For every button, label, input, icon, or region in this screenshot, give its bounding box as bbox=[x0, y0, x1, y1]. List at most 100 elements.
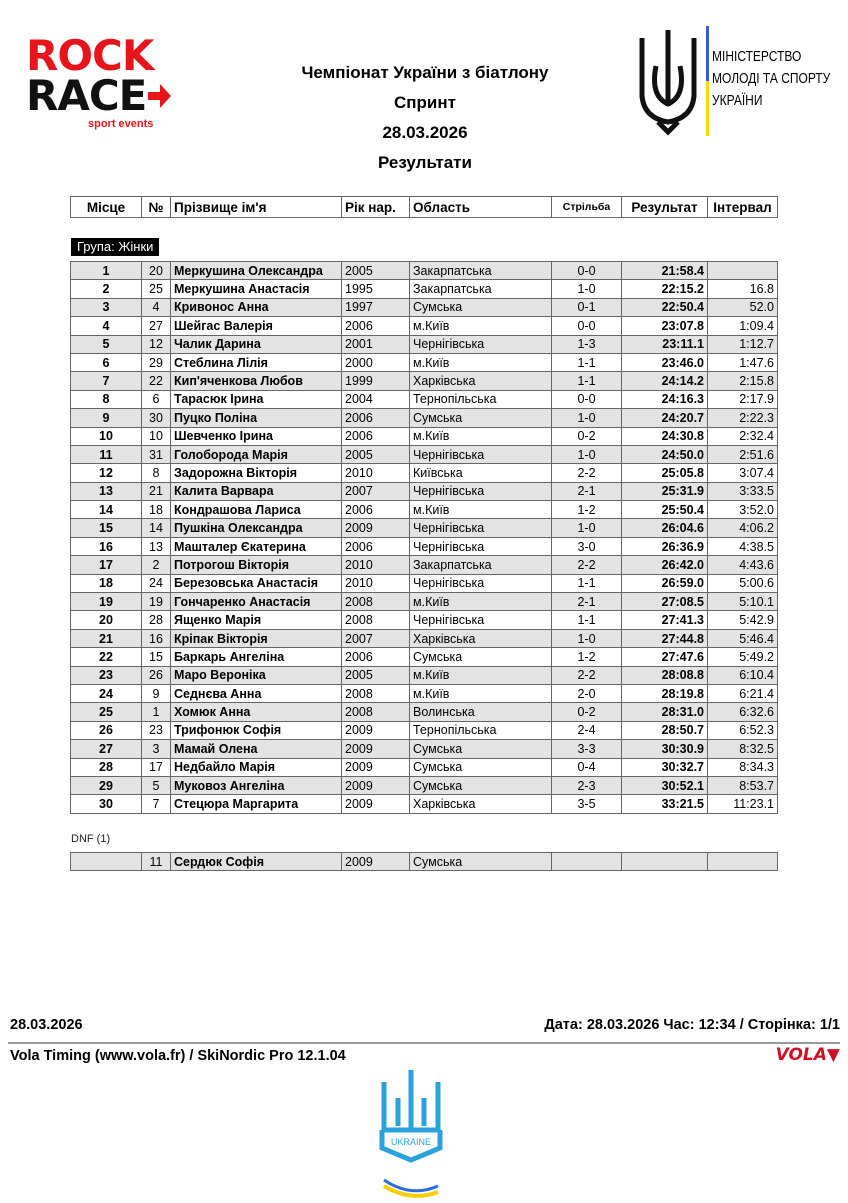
table-row: 26 23 Трифонюк Софія 2009 Тернопільська 2-4 28… bbox=[70, 720, 778, 741]
cell-place: 15 bbox=[70, 518, 142, 538]
cell-name: Голоборода Марія bbox=[170, 444, 342, 465]
cell-bib: 5 bbox=[141, 775, 171, 796]
dnf-label: DNF (1) bbox=[71, 833, 111, 845]
cell-name: Меркушина Олександра bbox=[170, 260, 342, 281]
cell-result: 23:46.0 bbox=[621, 352, 708, 373]
cell-result: 25:50.4 bbox=[621, 500, 708, 520]
vola-logo-text: VOLA bbox=[775, 1045, 827, 1065]
document-header: Чемпіонат України з біатлону Спринт 28.0… bbox=[250, 58, 600, 178]
cell-region: Чернігівська bbox=[409, 334, 552, 354]
cell-region: Сумська bbox=[409, 408, 552, 428]
cell-region: Тернопільська bbox=[409, 720, 552, 741]
ministry-logo: МІНІСТЕРСТВО МОЛОДІ ТА СПОРТУ УКРАЇНИ bbox=[636, 26, 846, 136]
cell-interval: 2:15.8 bbox=[707, 371, 778, 391]
cell-birth-year: 2006 bbox=[341, 316, 410, 336]
cell-shooting: 1-1 bbox=[551, 573, 622, 594]
table-row: 10 10 Шевченко Ірина 2006 м.Київ 0-2 24:30.8 2:… bbox=[70, 426, 778, 446]
cell-interval: 3:07.4 bbox=[707, 463, 778, 483]
cell-result: 27:08.5 bbox=[621, 592, 708, 612]
cell-birth-year: 2006 bbox=[341, 536, 410, 557]
cell-place: 25 bbox=[70, 702, 142, 722]
cell-name: Кривонос Анна bbox=[170, 297, 342, 318]
cell-name: Меркушина Анастасія bbox=[170, 279, 342, 299]
results-heading: Результати bbox=[378, 153, 472, 172]
cell-birth-year: 1997 bbox=[341, 297, 410, 318]
cell-shooting: 1-3 bbox=[551, 334, 622, 354]
cell-region: Сумська bbox=[409, 775, 552, 796]
cell-result: 23:11.1 bbox=[621, 334, 708, 354]
cell-name: Кип'яченкова Любов bbox=[170, 371, 342, 391]
cell-name: Калита Варвара bbox=[170, 481, 342, 502]
cell-place bbox=[70, 851, 142, 872]
dnf-table: 11 Сердюк Софія 2009 Сумська bbox=[70, 851, 778, 872]
cell-place: 21 bbox=[70, 628, 142, 649]
cell-name: Потрогош Вікторія bbox=[170, 555, 342, 575]
cell-bib: 4 bbox=[141, 297, 171, 318]
table-row: 2 25 Меркушина Анастасія 1995 Закарпатська 1-… bbox=[70, 279, 778, 299]
cell-name: Недбайло Марія bbox=[170, 757, 342, 777]
cell-name: Муковоз Ангеліна bbox=[170, 775, 342, 796]
cell-region: Закарпатська bbox=[409, 279, 552, 299]
logo-text: RACE bbox=[26, 71, 147, 120]
cell-region: Сумська bbox=[409, 739, 552, 759]
cell-region: м.Київ bbox=[409, 592, 552, 612]
table-row: 23 26 Маро Вероніка 2005 м.Київ 2-2 28:08.8 6:1… bbox=[70, 665, 778, 685]
cell-bib: 12 bbox=[141, 334, 171, 354]
cell-place: 13 bbox=[70, 481, 142, 502]
cell-interval: 1:12.7 bbox=[707, 334, 778, 354]
cell-result: 26:42.0 bbox=[621, 555, 708, 575]
cell-name: Задорожна Вікторія bbox=[170, 463, 342, 483]
table-row: 6 29 Стеблина Лілія 2000 м.Київ 1-1 23:46.0 1:4… bbox=[70, 352, 778, 373]
cell-result: 24:30.8 bbox=[621, 426, 708, 446]
cell-birth-year: 2000 bbox=[341, 352, 410, 373]
col-year: Рік нар. bbox=[341, 196, 410, 218]
table-row: 3 4 Кривонос Анна 1997 Сумська 0-1 22:50.4 52.0 bbox=[70, 297, 778, 318]
cell-bib: 22 bbox=[141, 371, 171, 391]
cell-result: 22:15.2 bbox=[621, 279, 708, 299]
cell-place: 26 bbox=[70, 720, 142, 741]
cell-name: Трифонюк Софія bbox=[170, 720, 342, 741]
cell-interval: 5:46.4 bbox=[707, 628, 778, 649]
cell-shooting: 0-0 bbox=[551, 389, 622, 410]
cell-place: 8 bbox=[70, 389, 142, 410]
cell-bib: 24 bbox=[141, 573, 171, 594]
cell-shooting: 0-4 bbox=[551, 757, 622, 777]
cell-place: 28 bbox=[70, 757, 142, 777]
cell-region: м.Київ bbox=[409, 500, 552, 520]
federation-text: UKRAINE bbox=[391, 1137, 431, 1147]
table-row: 8 6 Тарасюк Ірина 2004 Тернопільська 0-0 24:16… bbox=[70, 389, 778, 410]
cell-interval: 2:22.3 bbox=[707, 408, 778, 428]
cell-bib: 20 bbox=[141, 260, 171, 281]
cell-result: 27:41.3 bbox=[621, 610, 708, 630]
table-row: 18 24 Березовська Анастасія 2010 Чернігівськ… bbox=[70, 573, 778, 594]
cell-name: Хомюк Анна bbox=[170, 702, 342, 722]
cell-interval: 8:32.5 bbox=[707, 739, 778, 759]
cell-name: Сердюк Софія bbox=[170, 851, 342, 872]
cell-birth-year: 2008 bbox=[341, 592, 410, 612]
cell-bib: 14 bbox=[141, 518, 171, 538]
cell-region: м.Київ bbox=[409, 683, 552, 704]
cell-birth-year: 1995 bbox=[341, 279, 410, 299]
cell-bib: 13 bbox=[141, 536, 171, 557]
cell-birth-year: 2005 bbox=[341, 665, 410, 685]
cell-region: Чернігівська bbox=[409, 573, 552, 594]
results-table: 1 20 Меркушина Олександра 2005 Закарпатська 0… bbox=[70, 260, 778, 814]
table-row: 7 22 Кип'яченкова Любов 1999 Харківська 1-1 24… bbox=[70, 371, 778, 391]
cell-shooting: 1-2 bbox=[551, 500, 622, 520]
cell-region: м.Київ bbox=[409, 316, 552, 336]
cell-result: 24:20.7 bbox=[621, 408, 708, 428]
cell-place: 2 bbox=[70, 279, 142, 299]
cell-place: 14 bbox=[70, 500, 142, 520]
cell-result: 23:07.8 bbox=[621, 316, 708, 336]
arrow-icon bbox=[148, 84, 172, 108]
cell-name: Машталер Єкатерина bbox=[170, 536, 342, 557]
cell-bib: 26 bbox=[141, 665, 171, 685]
cell-name: Кондрашова Лариса bbox=[170, 500, 342, 520]
cell-shooting: 1-1 bbox=[551, 371, 622, 391]
cell-shooting: 1-0 bbox=[551, 408, 622, 428]
cell-birth-year: 2004 bbox=[341, 389, 410, 410]
ministry-line: МІНІСТЕРСТВО bbox=[712, 48, 802, 65]
cell-shooting: 2-2 bbox=[551, 463, 622, 483]
cell-region: м.Київ bbox=[409, 665, 552, 685]
cell-place: 27 bbox=[70, 739, 142, 759]
